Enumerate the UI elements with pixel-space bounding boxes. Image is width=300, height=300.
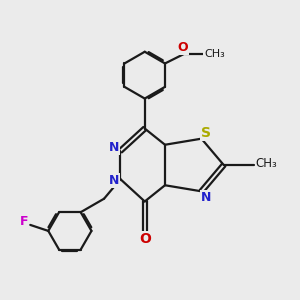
Text: N: N: [109, 174, 119, 187]
Text: F: F: [20, 215, 28, 228]
Text: N: N: [109, 141, 119, 154]
Text: O: O: [178, 41, 188, 54]
Text: O: O: [139, 232, 151, 246]
Text: CH₃: CH₃: [256, 157, 277, 170]
Text: N: N: [201, 191, 211, 204]
Text: S: S: [201, 126, 211, 140]
Text: CH₃: CH₃: [204, 50, 225, 59]
